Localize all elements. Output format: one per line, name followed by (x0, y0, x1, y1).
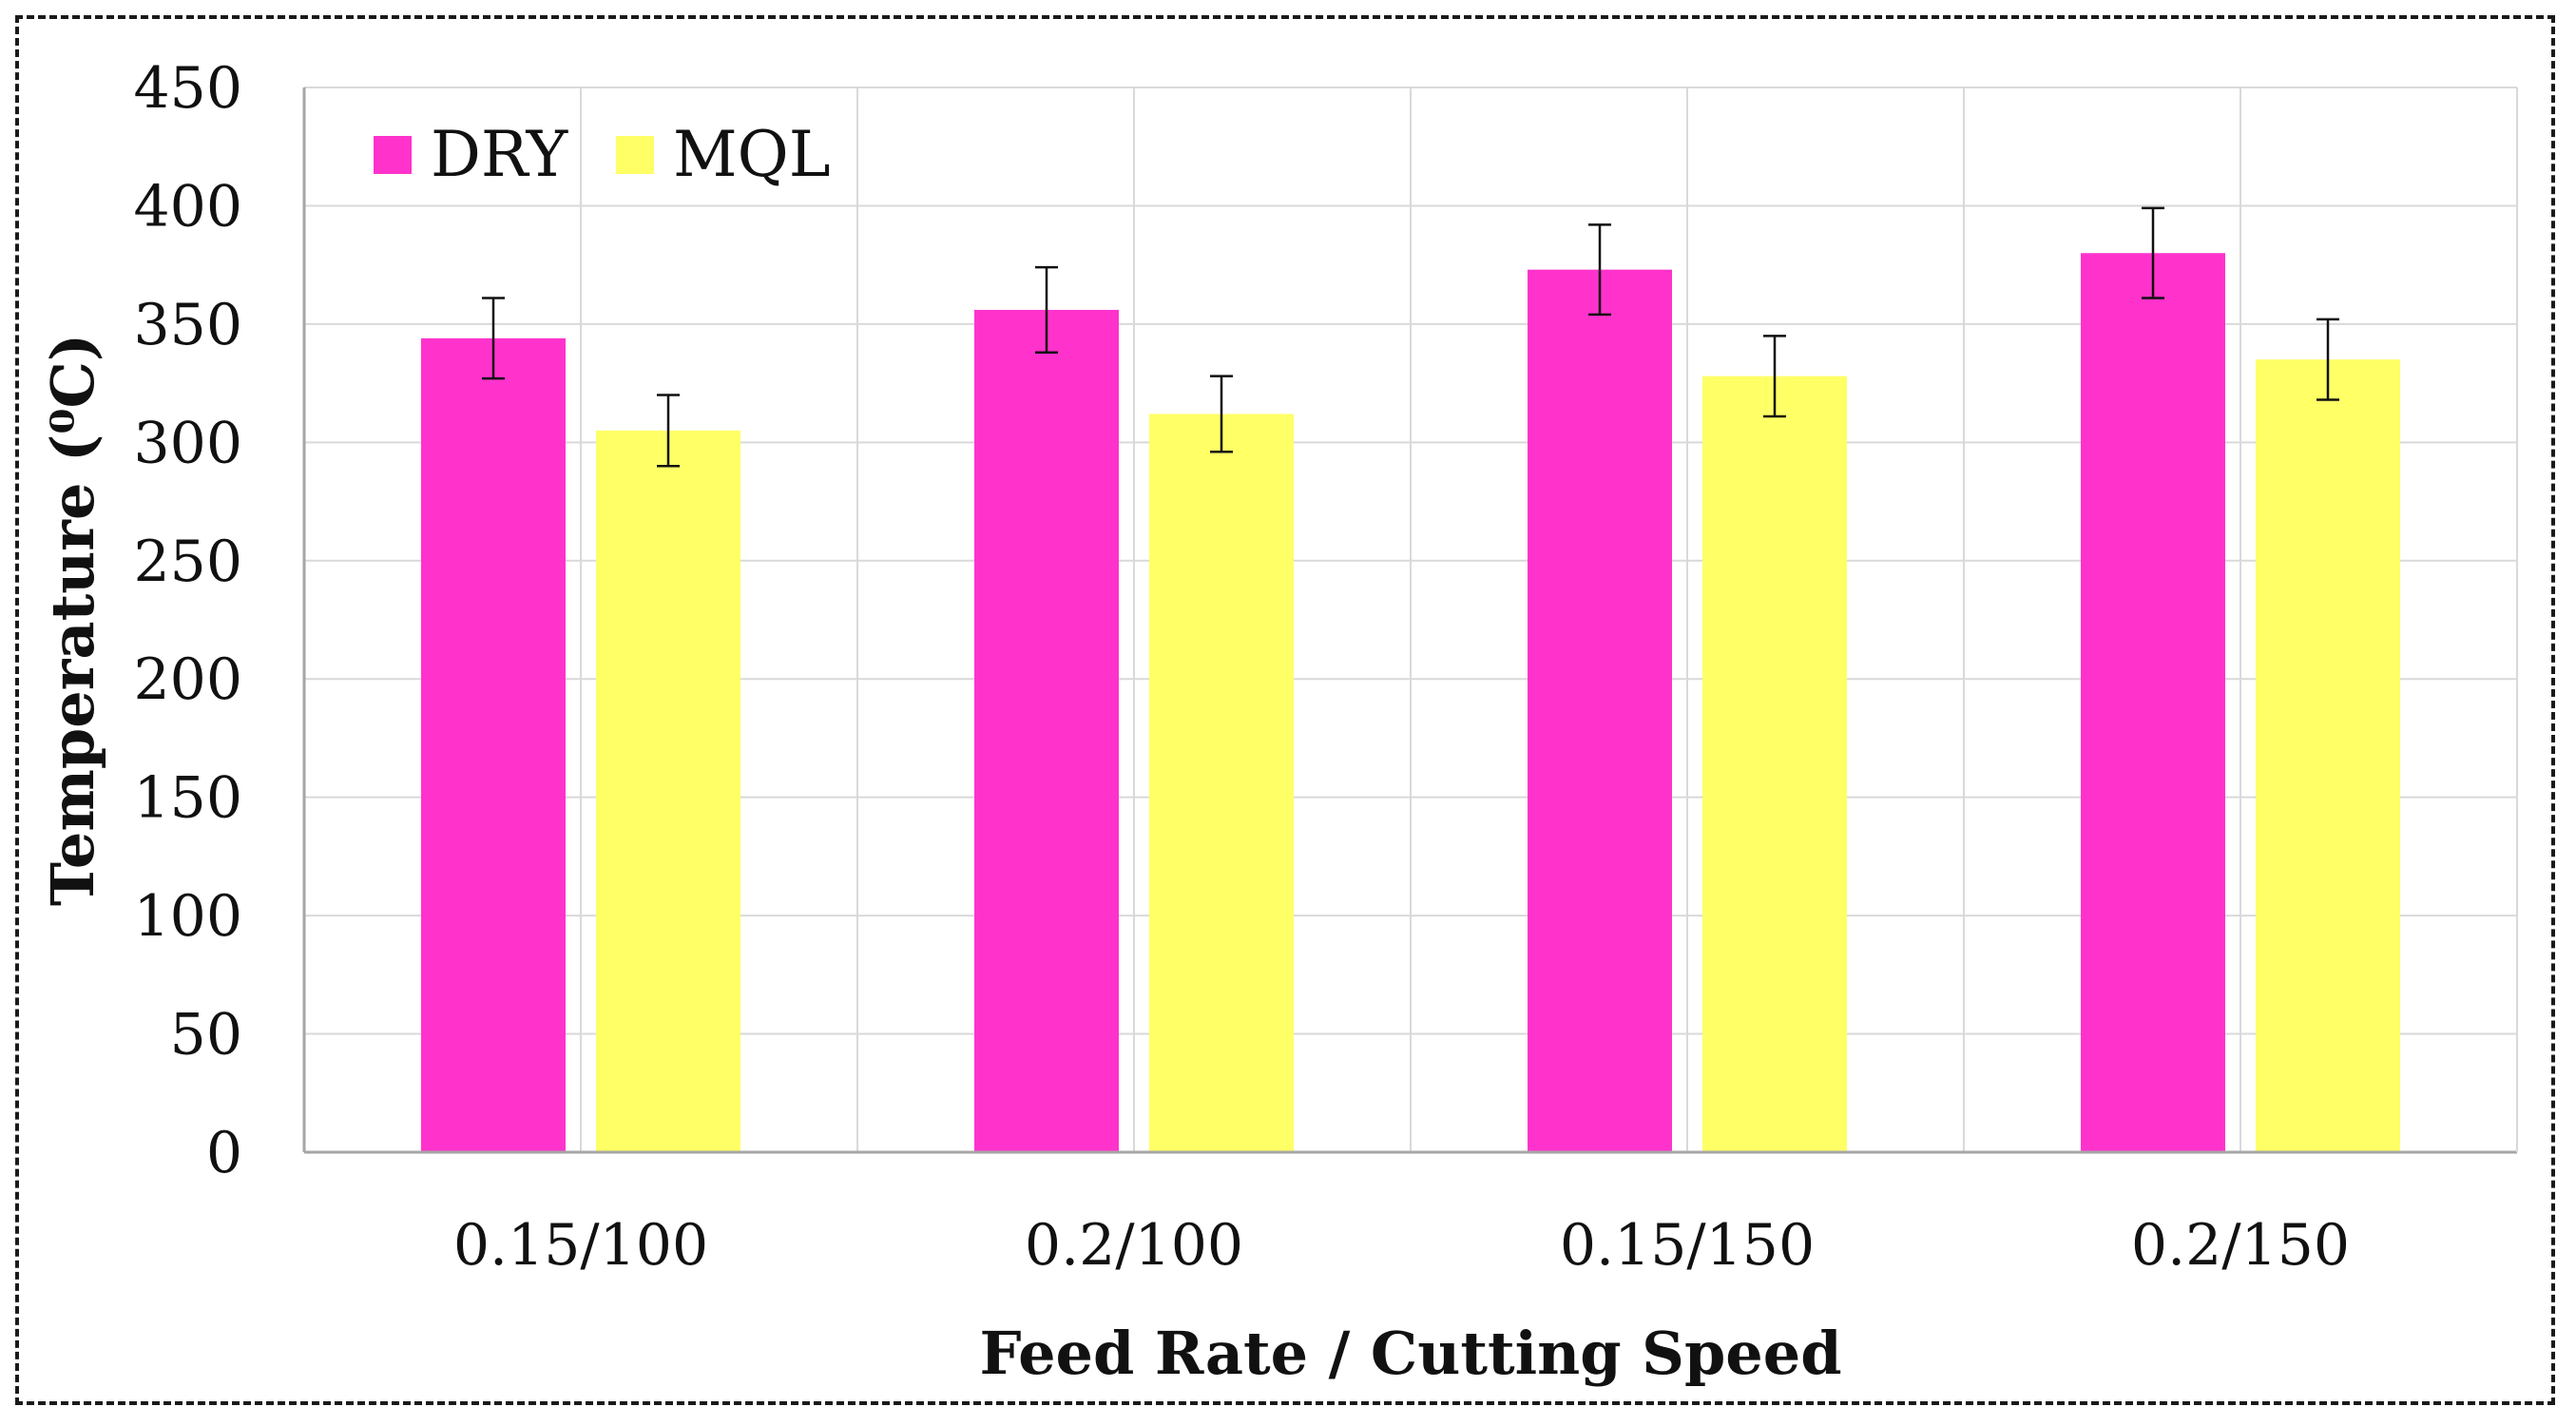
x-tick-label: 0.15/100 (453, 1212, 708, 1279)
x-tick-label: 0.2/150 (2131, 1212, 2350, 1279)
bar-mql (1149, 414, 1294, 1152)
legend-label-mql: MQL (673, 118, 831, 191)
bar-mql (596, 430, 740, 1152)
y-tick-label: 350 (133, 292, 242, 358)
x-axis-title: Feed Rate / Cutting Speed (979, 1319, 1841, 1388)
legend-swatch-dry (374, 136, 412, 174)
legend-label-dry: DRY (431, 118, 569, 191)
y-tick-label: 150 (133, 765, 242, 832)
bar-dry (974, 309, 1119, 1152)
bar-mql (1702, 376, 1847, 1153)
y-tick-label: 0 (206, 1120, 242, 1186)
labels: 0 50 100 150 200 250 300 350 400 450 0.15/100 0.2/1… (133, 55, 2350, 1279)
bar-dry (1528, 269, 1672, 1153)
y-tick-label: 200 (133, 646, 242, 713)
y-tick-label: 400 (133, 173, 242, 240)
axes (302, 87, 2518, 1154)
y-axis-title: Temperature (⁰C) (38, 334, 107, 906)
y-tick-label: 50 (170, 1002, 242, 1069)
legend-swatch-mql (616, 136, 654, 174)
bar-dry (2081, 253, 2225, 1152)
x-tick-label: 0.15/150 (1560, 1212, 1815, 1279)
chart-frame (15, 15, 2555, 1405)
y-tick-label: 250 (133, 529, 242, 595)
y-tick-label: 450 (133, 55, 242, 122)
bar-mql (2256, 359, 2400, 1152)
bars (421, 206, 2400, 1153)
y-tick-label: 100 (133, 883, 242, 950)
x-tick-label: 0.2/100 (1025, 1212, 1243, 1279)
legend: DRY MQL (374, 118, 831, 191)
y-tick-label: 300 (133, 410, 242, 476)
bar-dry (421, 337, 566, 1152)
